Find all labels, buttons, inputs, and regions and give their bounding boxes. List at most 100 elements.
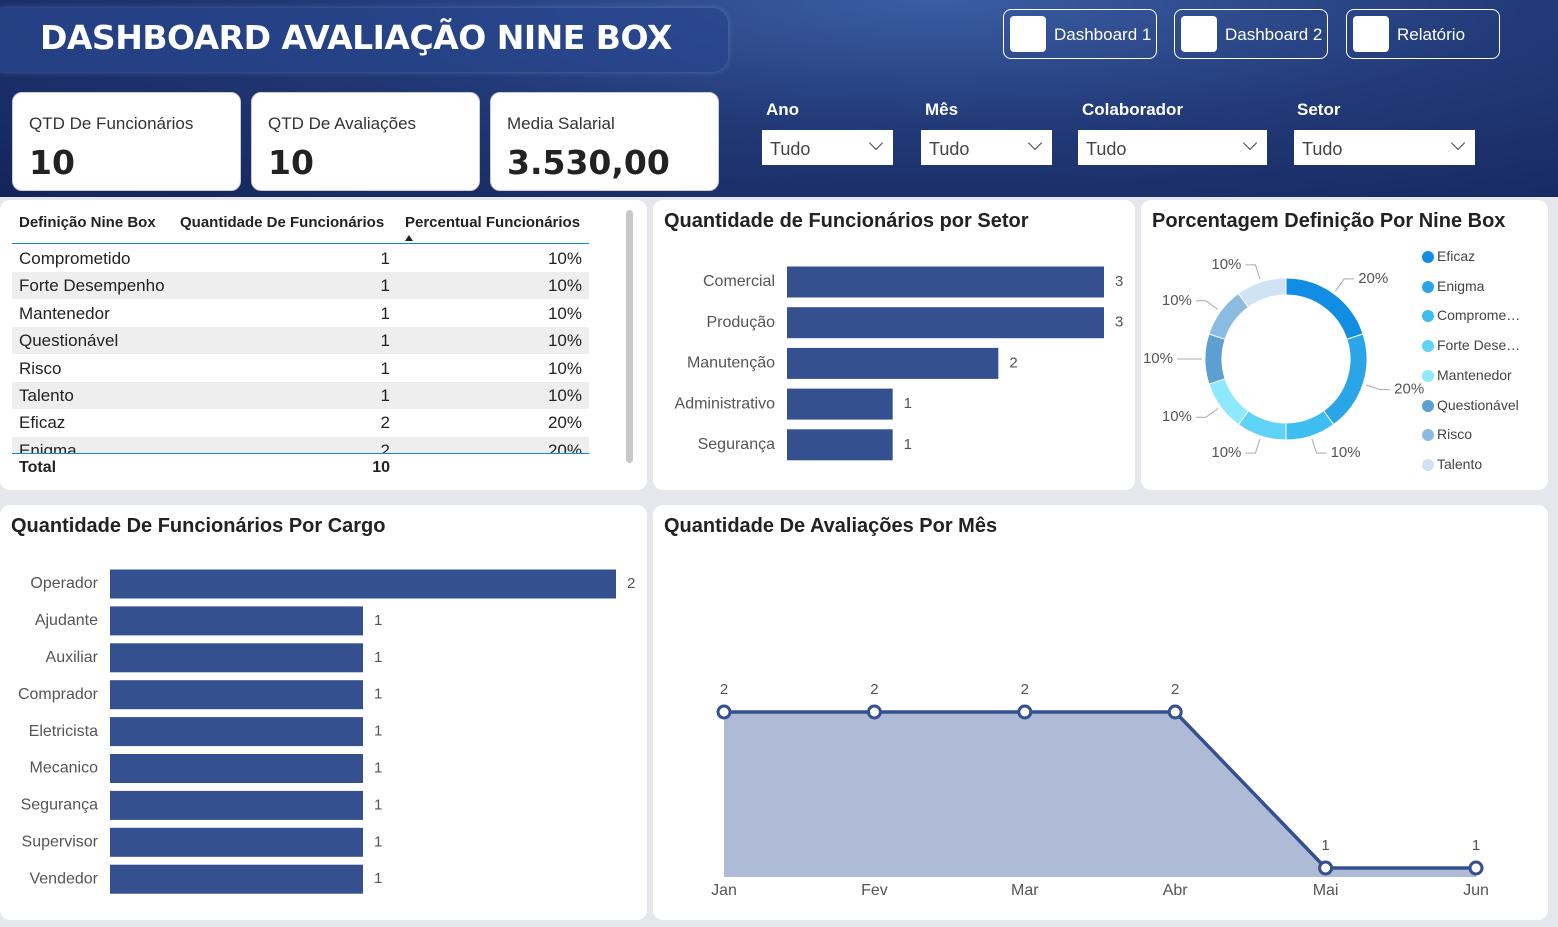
- filter-value[interactable]: Tudo: [1302, 139, 1343, 159]
- nav-button[interactable]: Dashboard 1: [1003, 9, 1157, 59]
- data-label: 1: [1472, 837, 1480, 854]
- category-label: Segurança: [21, 797, 98, 814]
- category-label: Vendedor: [29, 870, 98, 887]
- filter-value[interactable]: Tudo: [929, 139, 970, 159]
- nav-label[interactable]: Dashboard 1: [1054, 25, 1152, 44]
- nav-label[interactable]: Relatório: [1397, 25, 1466, 44]
- page-title: DASHBOARD AVALIAÇÃO NINE BOX: [40, 18, 672, 57]
- donut-slice: [1208, 378, 1250, 426]
- cell: 10%: [547, 249, 582, 268]
- chart-title: Quantidade de Funcionários por Setor: [664, 210, 1029, 232]
- filter-value[interactable]: Tudo: [1086, 139, 1127, 159]
- legend-item: Enigma: [1422, 278, 1522, 294]
- nav-button[interactable]: Dashboard 2: [1174, 9, 1328, 59]
- data-label: 10%: [1211, 444, 1241, 461]
- cell: 10%: [547, 331, 582, 351]
- cell: 10%: [547, 276, 582, 296]
- kpi-label: Media Salarial: [507, 114, 615, 133]
- legend-item: Forte Desempenho: [1422, 337, 1522, 353]
- data-label: 1: [1321, 837, 1329, 854]
- filter-dropdown[interactable]: Tudo: [921, 130, 1052, 165]
- legend-swatch: [1422, 399, 1434, 412]
- area: [724, 712, 1476, 877]
- bar: [787, 388, 893, 420]
- leader-line: [1245, 438, 1261, 454]
- data-label: 1: [904, 436, 912, 453]
- bar: [110, 864, 363, 894]
- cell: Enigma: [19, 440, 77, 454]
- data-label: 1: [374, 612, 382, 629]
- nav-button[interactable]: Relatório: [1346, 9, 1500, 59]
- marker: [1017, 704, 1033, 720]
- filter-label: Ano: [766, 100, 800, 119]
- data-label: 1: [374, 649, 382, 666]
- cell: Comprometido: [19, 249, 131, 268]
- table-row: Comprometido 1 10%: [12, 245, 589, 272]
- kpi-card: QTD De Funcionários 10: [12, 92, 241, 191]
- bar: [110, 754, 363, 783]
- marker: [1167, 704, 1183, 720]
- kpi-label: QTD De Avaliações: [268, 114, 417, 133]
- bar: [787, 429, 893, 461]
- cell: 1: [380, 276, 390, 296]
- category-label: Mecanico: [30, 760, 99, 777]
- donut-slice: [1237, 277, 1287, 308]
- column-header: Percentual Funcionários: [405, 214, 581, 231]
- legend-item: Mantenedor: [1422, 367, 1522, 383]
- x-tick-label: Mar: [1011, 882, 1039, 899]
- legend-item: Risco: [1422, 426, 1522, 442]
- filter-dropdown[interactable]: Tudo: [762, 130, 893, 165]
- data-label: 10%: [1211, 256, 1241, 273]
- filter-dropdown[interactable]: Tudo: [1078, 130, 1267, 165]
- chart-title: Quantidade De Funcionários Por Cargo: [11, 515, 386, 537]
- donut-slice: [1204, 333, 1226, 385]
- cell: 1: [380, 358, 390, 378]
- kpi-value: 10: [268, 143, 314, 182]
- cell: Mantenedor: [19, 303, 110, 323]
- filter-label: Mês: [925, 100, 959, 119]
- filter-value[interactable]: Tudo: [770, 139, 811, 159]
- legend-swatch: [1422, 369, 1434, 382]
- scrollbar: [626, 210, 633, 463]
- legend-swatch: [1422, 251, 1434, 263]
- legend-swatch: [1422, 458, 1434, 471]
- legend-item: Comprometido: [1422, 307, 1522, 323]
- filter-dropdown[interactable]: Tudo: [1294, 130, 1475, 165]
- cell: 10%: [547, 303, 582, 323]
- category-label: Segurança: [698, 436, 775, 453]
- data-label: 2: [870, 681, 878, 698]
- nav-label[interactable]: Dashboard 2: [1225, 25, 1323, 44]
- data-label: 1: [374, 833, 382, 850]
- data-label: 20%: [1394, 381, 1424, 398]
- category-label: Eletricista: [29, 723, 98, 740]
- table-body: Comprometido 1 10% Forte Desempenho 1 10% Mant…: [12, 245, 589, 454]
- cell: Talento: [19, 386, 74, 405]
- data-label: 10%: [1143, 350, 1173, 367]
- x-tick-label: Jun: [1463, 882, 1489, 899]
- title-box: [0, 8, 728, 72]
- line: [724, 710, 1476, 870]
- cell: 1: [380, 386, 390, 405]
- category-label: Comercial: [703, 273, 775, 290]
- bar: [110, 717, 363, 747]
- total-label: Total: [19, 459, 57, 476]
- data-label: 2: [1171, 681, 1179, 698]
- cell: 10%: [547, 358, 582, 378]
- cell: 2: [380, 413, 390, 433]
- legend-item: Talento: [1422, 456, 1522, 472]
- leader-line: [1195, 407, 1219, 418]
- table-row: Eficaz 2 20%: [12, 409, 589, 437]
- data-label: 1: [374, 723, 382, 740]
- x-tick-label: Fev: [861, 882, 888, 899]
- category-label: Manutenção: [687, 355, 775, 372]
- donut-slice: [1285, 410, 1335, 441]
- data-label: 1: [374, 759, 382, 776]
- cell: 1: [380, 331, 390, 351]
- donut-slice: [1322, 333, 1368, 426]
- x-tick-label: Mai: [1313, 882, 1339, 899]
- legend-swatch: [1422, 280, 1434, 293]
- leader-line: [1311, 438, 1327, 454]
- chart-title: Porcentagem Definição Por Nine Box: [1152, 210, 1506, 232]
